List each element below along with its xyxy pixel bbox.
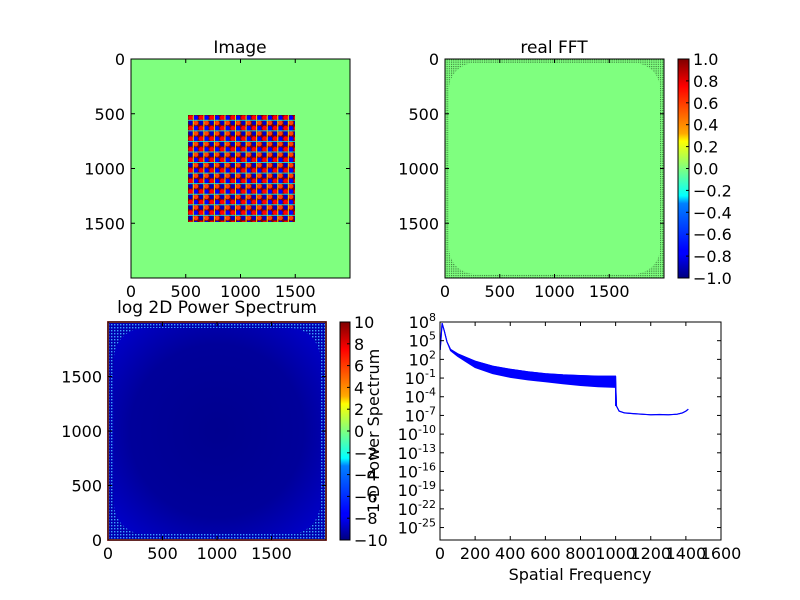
ps2d-colorbar-ticks: 10 8 6 4 2 0 −2 −4 −6 −8 −10 — [347, 313, 388, 550]
y-tick-label: 0 — [92, 531, 102, 550]
fft-title: real FFT — [520, 38, 588, 58]
y-tick-label: 500 — [94, 105, 125, 124]
power-spectrum-1d-panel: 0 200 400 600 800 100012001400160010810510210… — [398, 311, 742, 584]
x-tick-label: 800 — [565, 544, 596, 563]
image-ticks: 0 500 1000 1500 0 500 1000 1500 — [84, 50, 350, 301]
colorbar-tick-label: 0.2 — [693, 138, 718, 157]
fft-colorbar-ticks: 1.0 0.8 0.6 0.4 0.2 0.0 −0.2 −0.4 −0.6 −0.8 −1.0 — [686, 50, 732, 288]
x-tick-label: 1500 — [275, 282, 316, 301]
power-spectrum-2d-panel: log 2D Power Spectrum 0 500 1000 1500150010… — [61, 298, 387, 563]
ps1d-axes-bg — [440, 322, 721, 540]
colorbar-tick-label: 0.6 — [693, 94, 718, 113]
image-checkerboard — [188, 115, 295, 222]
colorbar-tick-label: −0.8 — [693, 247, 732, 266]
colorbar-tick-label: 2 — [354, 400, 364, 419]
y-tick-label: 1500 — [398, 214, 439, 233]
colorbar-tick-label: 0 — [354, 422, 364, 441]
y-tick-label: 10-4 — [405, 386, 436, 407]
x-tick-label: 0 — [126, 282, 136, 301]
colorbar-tick-label: −6 — [354, 487, 378, 506]
colorbar-tick-label: −0.4 — [693, 203, 732, 222]
colorbar-tick-label: 0.8 — [693, 72, 718, 91]
x-tick-label: 500 — [484, 282, 515, 301]
y-tick-label: 500 — [71, 477, 102, 496]
x-tick-label: 1600 — [701, 544, 742, 563]
colorbar-tick-label: −2 — [354, 444, 378, 463]
colorbar-tick-label: −1.0 — [693, 269, 732, 288]
x-tick-label: 400 — [495, 544, 526, 563]
y-tick-label: 0 — [429, 50, 439, 69]
x-tick-label: 1000 — [595, 544, 636, 563]
ps2d-ticks: 0 500 1000 1500 1500 1000 500 0 — [61, 322, 326, 563]
y-tick-label: 10-25 — [398, 517, 436, 538]
y-tick-label: 102 — [409, 348, 436, 369]
colorbar-tick-label: −0.6 — [693, 225, 732, 244]
y-tick-label: 1500 — [61, 368, 102, 387]
ps1d-xlabel: Spatial Frequency — [509, 565, 652, 584]
ps1d-plot-area — [439, 323, 689, 416]
colorbar-tick-label: −8 — [354, 509, 378, 528]
y-tick-label: 10-19 — [398, 479, 436, 500]
colorbar-tick-label: −10 — [354, 531, 388, 550]
y-tick-label: 1500 — [84, 214, 125, 233]
colorbar-tick-label: 6 — [354, 357, 364, 376]
x-tick-label: 1000 — [534, 282, 575, 301]
y-tick-label: 10-22 — [398, 498, 436, 519]
y-tick-label: 10-1 — [405, 367, 436, 388]
y-tick-label: 10-7 — [405, 404, 436, 425]
x-tick-label: 0 — [435, 544, 445, 563]
colorbar-tick-label: 10 — [354, 313, 374, 332]
x-tick-label: 0 — [103, 544, 113, 563]
y-tick-label: 108 — [409, 311, 436, 332]
colorbar-tick-label: −4 — [354, 466, 378, 485]
y-tick-label: 500 — [408, 105, 439, 124]
ps1d-series-line — [439, 323, 689, 416]
fft-center-region — [449, 63, 660, 274]
ps2d-colorbar-label: 1-D Power Spectrum — [364, 349, 383, 513]
x-tick-label: 500 — [170, 282, 201, 301]
x-tick-label: 1500 — [251, 544, 292, 563]
ps2d-title: log 2D Power Spectrum — [117, 298, 317, 318]
image-panel: Image 0 500 1000 1500 0 500 1000 1500 — [84, 38, 351, 301]
colorbar-tick-label: 8 — [354, 335, 364, 354]
ps1d-ticks: 0 200 400 600 800 100012001400160010810510210… — [398, 311, 742, 563]
x-tick-label: 0 — [440, 282, 450, 301]
fft-panel: real FFT 0 500 1000 1500 0 500 1000 1500 1.0 0.8… — [398, 38, 732, 301]
y-tick-label: 10-13 — [398, 442, 436, 463]
colorbar-tick-label: 0.0 — [693, 160, 718, 179]
y-tick-label: 0 — [115, 50, 125, 69]
x-tick-label: 1400 — [666, 544, 707, 563]
y-tick-label: 10-16 — [398, 460, 436, 481]
image-title: Image — [213, 38, 266, 58]
colorbar-tick-label: 4 — [354, 378, 364, 397]
x-tick-label: 200 — [460, 544, 491, 563]
y-tick-label: 1000 — [84, 160, 125, 179]
colorbar-tick-label: −0.2 — [693, 181, 732, 200]
x-tick-label: 1200 — [630, 544, 671, 563]
fft-ticks: 0 500 1000 1500 0 500 1000 1500 — [398, 50, 664, 301]
x-tick-label: 1500 — [589, 282, 630, 301]
x-tick-label: 1000 — [220, 282, 261, 301]
ps2d-center-region — [114, 328, 320, 534]
colorbar-tick-label: 0.4 — [693, 116, 718, 135]
y-tick-label: 1000 — [398, 160, 439, 179]
x-tick-label: 500 — [147, 544, 178, 563]
y-tick-label: 1000 — [61, 422, 102, 441]
x-tick-label: 600 — [530, 544, 561, 563]
y-tick-label: 10-10 — [398, 423, 436, 444]
colorbar-tick-label: 1.0 — [693, 50, 718, 69]
x-tick-label: 1000 — [197, 544, 238, 563]
y-tick-label: 105 — [409, 330, 436, 351]
